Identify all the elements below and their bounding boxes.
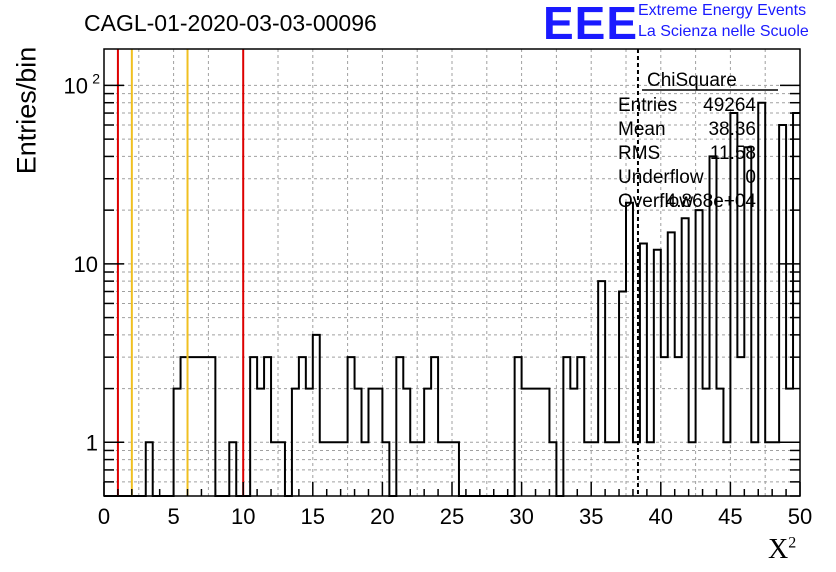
stats-label: RMS	[618, 143, 660, 164]
histogram-bin	[793, 113, 800, 496]
stats-label: Mean	[618, 119, 666, 140]
histogram-bin	[208, 357, 215, 496]
x-tick-label: 5	[167, 504, 179, 529]
stats-label: Underflow	[618, 167, 704, 188]
histogram-bars	[104, 101, 800, 497]
x-tick-label: 30	[509, 504, 533, 529]
histogram-bin	[737, 357, 744, 496]
x-axis-label-base: X	[768, 534, 789, 565]
histogram-bin	[758, 103, 765, 496]
x-axis-label: X2	[768, 534, 796, 566]
x-tick-label: 45	[718, 504, 742, 529]
x-tick-label: 25	[440, 504, 464, 529]
histogram-bin	[188, 357, 195, 496]
x-axis-label-sup: 2	[788, 534, 797, 552]
stats-value: 0	[745, 167, 756, 188]
stats-label: Overflow	[618, 191, 693, 212]
stats-name: ChiSquare	[647, 70, 737, 91]
histogram-bin	[250, 357, 257, 496]
histogram-bin	[730, 113, 737, 496]
x-tick-label: 15	[301, 504, 325, 529]
chart-title: CAGL-01-2020-03-03-00096	[84, 10, 377, 36]
histogram-bin	[675, 357, 682, 496]
stats-value: 11.58	[710, 143, 756, 164]
y-tick-label: 10	[74, 252, 98, 277]
logo-line-2: La Scienza nelle Scuole	[638, 23, 809, 40]
stats-value: 49264	[703, 95, 756, 116]
histogram-bin	[515, 357, 522, 496]
histogram-bin	[313, 335, 320, 496]
histogram-bin	[577, 357, 584, 496]
eee-logo: EEE	[543, 0, 639, 49]
histogram-bin	[299, 357, 306, 496]
histogram-bin	[431, 357, 438, 496]
histogram-bin	[779, 125, 786, 496]
histogram-bin	[201, 357, 208, 496]
stats-box: ChiSquare Entries 49264 Mean 38.36 RMS 11.58 Un…	[618, 70, 778, 212]
y-tick-label: 10	[64, 73, 88, 98]
y-axis-label: Entries/bin	[11, 46, 42, 175]
x-tick-label: 0	[98, 504, 110, 529]
x-tick-label: 10	[231, 504, 255, 529]
histogram-bin	[181, 357, 188, 496]
histogram-outline	[104, 101, 800, 497]
reference-lines	[116, 49, 639, 496]
x-tick-label: 50	[788, 504, 812, 529]
histogram-bin	[619, 291, 626, 496]
x-tick-label: 40	[649, 504, 673, 529]
histogram-bin	[194, 357, 201, 496]
histogram-bin	[626, 203, 633, 496]
stats-value: 38.36	[708, 119, 756, 140]
y-tick-label: 1	[86, 430, 98, 455]
histogram-bin	[563, 357, 570, 496]
logo-line-1: Extreme Energy Events	[638, 2, 807, 19]
histogram-bin	[396, 357, 403, 496]
grid-lines	[104, 49, 800, 496]
histogram-bin	[264, 357, 271, 496]
stats-label: Entries	[618, 95, 677, 116]
histogram-bin	[654, 250, 661, 496]
y-tick-label-sup: 2	[92, 70, 100, 86]
histogram-bin	[661, 357, 668, 496]
x-tick-label: 35	[579, 504, 603, 529]
histogram-bin	[348, 357, 355, 496]
x-tick-label: 20	[370, 504, 394, 529]
histogram-bin	[696, 210, 703, 496]
stats-value: 4.868e+04	[666, 191, 757, 212]
